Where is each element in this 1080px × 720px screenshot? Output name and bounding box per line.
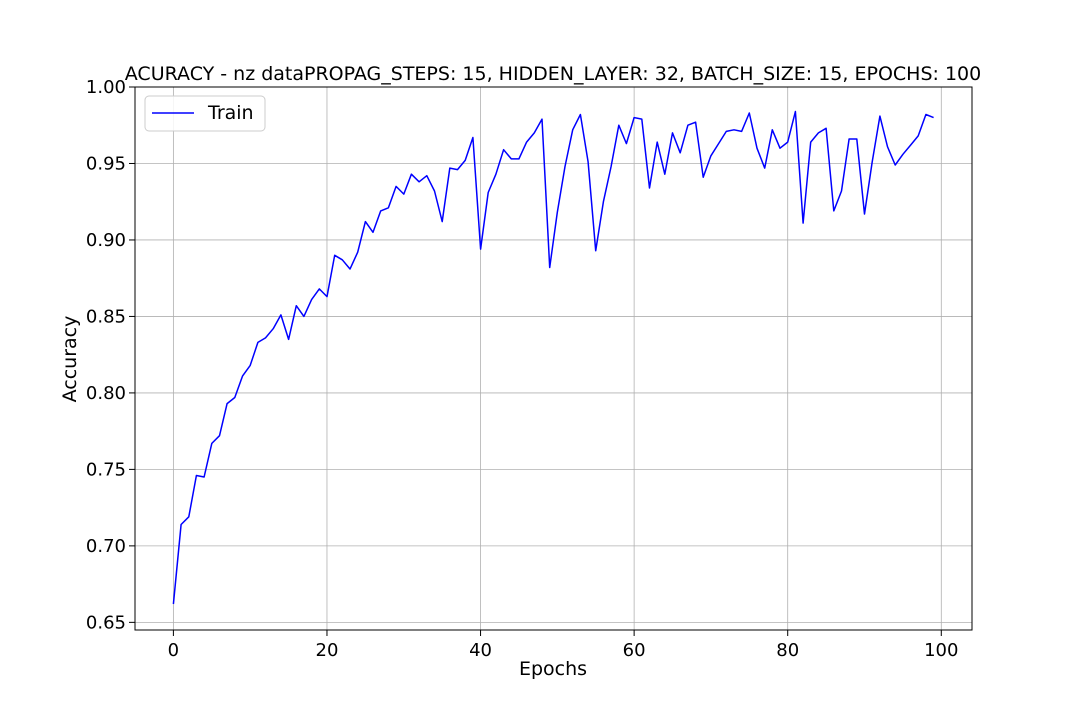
y-axis-label: Accuracy — [59, 316, 81, 403]
x-tick-label: 100 — [924, 640, 958, 661]
y-tick-label: 0.90 — [86, 230, 126, 251]
y-tick-label: 0.80 — [86, 383, 126, 404]
series-line-train — [172, 110, 934, 605]
legend-box — [144, 95, 266, 132]
y-tick-label: 0.95 — [86, 153, 126, 174]
y-tick-label: 1.00 — [86, 77, 126, 98]
legend-label-train: Train — [207, 102, 254, 124]
y-tick-label: 0.85 — [86, 306, 126, 327]
x-axis-label: Epochs — [519, 658, 587, 680]
x-tick-label: 40 — [469, 640, 492, 661]
grid — [135, 86, 972, 630]
y-tick-label: 0.75 — [86, 459, 126, 480]
plot-frame — [134, 86, 973, 631]
series-layer — [172, 110, 934, 605]
y-tick-label: 0.70 — [86, 536, 126, 557]
ticks: 0 20 40 60 80 100 0.65 0.70 0.75 0.80 0.85 0.90 0.95… — [86, 77, 959, 661]
x-tick-label: 60 — [623, 640, 646, 661]
legend: Train — [144, 95, 266, 132]
x-tick-label: 20 — [316, 640, 339, 661]
chart-title: ACURACY - nz dataPROPAG_STEPS: 15, HIDDE… — [125, 63, 981, 85]
x-tick-label: 0 — [168, 640, 179, 661]
x-tick-label: 80 — [776, 640, 799, 661]
y-tick-label: 0.65 — [86, 612, 126, 633]
